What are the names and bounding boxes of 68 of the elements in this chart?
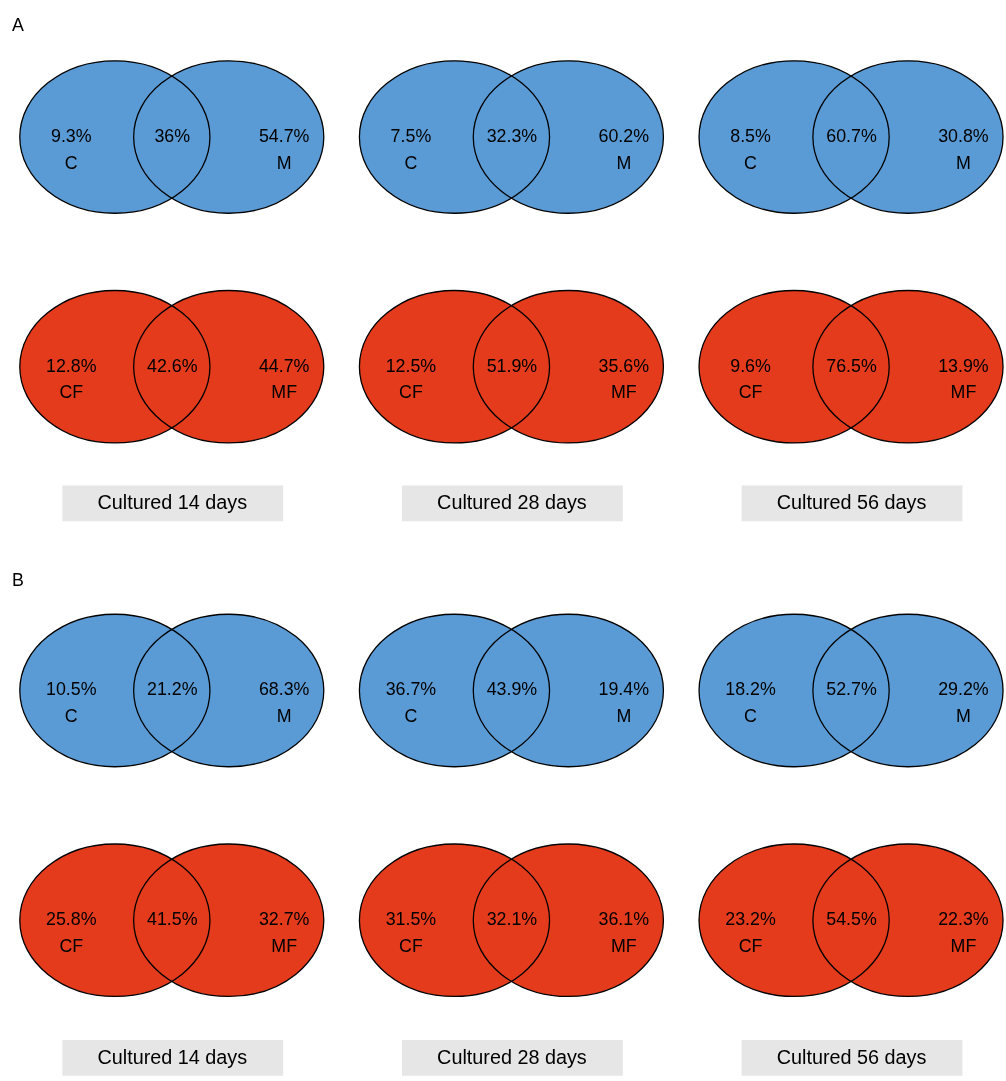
data-label: 44.7% <box>258 355 310 376</box>
data-label: 31.5% <box>385 909 437 930</box>
data-label: 10.5% <box>46 679 97 700</box>
data-label: 21.2% <box>147 679 198 700</box>
category-label: CF <box>59 935 84 956</box>
data-label: 7.5% <box>390 125 432 146</box>
category-label: CF <box>399 382 423 403</box>
category-label: C <box>744 152 758 173</box>
text: Cultured 28 days <box>437 491 587 514</box>
data-label: 43.9% <box>486 679 538 700</box>
data-label: 32.3% <box>486 125 538 146</box>
data-label: 18.2% <box>725 679 776 700</box>
data-label: 30.8% <box>938 125 989 146</box>
data-label: 36% <box>154 125 191 146</box>
data-label: 60.2% <box>598 125 650 146</box>
category-label: MF <box>950 382 977 403</box>
data-label: 41.5% <box>147 909 198 930</box>
category-label: C <box>64 152 78 173</box>
text: Cultured 56 days <box>776 1045 927 1068</box>
category-label: MF <box>610 382 637 403</box>
category-label: C <box>404 706 418 727</box>
category-label: M <box>616 706 632 727</box>
category-label: MF <box>950 935 977 956</box>
text: Cultured 14 days <box>97 491 248 514</box>
data-label: 12.8% <box>46 355 97 376</box>
data-label: 36.7% <box>385 679 437 700</box>
category-label: CF <box>59 382 84 403</box>
category-label: M <box>956 152 971 173</box>
data-label: 12.5% <box>385 355 437 376</box>
data-label: 29.2% <box>938 679 989 700</box>
data-label: 42.6% <box>147 355 198 376</box>
data-label: 9.6% <box>730 355 771 376</box>
data-label: 9.3% <box>50 125 92 146</box>
text: Cultured 14 days <box>97 1045 248 1068</box>
data-label: 32.7% <box>258 909 310 930</box>
data-label: 13.9% <box>938 355 989 376</box>
data-label: 54.7% <box>258 125 310 146</box>
category-label: MF <box>271 935 298 956</box>
category-label: CF <box>399 935 423 956</box>
data-label: 22.3% <box>938 909 989 930</box>
text: Cultured 56 days <box>776 491 927 514</box>
category-label: CF <box>738 382 763 403</box>
data-label: 32.1% <box>486 909 538 930</box>
category-label: C <box>404 152 418 173</box>
category-label: M <box>956 706 971 727</box>
text: Cultured 28 days <box>437 1045 587 1068</box>
category-label: C <box>64 706 78 727</box>
data-label: 60.7% <box>826 125 877 146</box>
category-label: CF <box>738 935 763 956</box>
data-label: 35.6% <box>598 355 650 376</box>
category-label: MF <box>610 935 637 956</box>
data-label: 25.8% <box>46 909 97 930</box>
data-label: 76.5% <box>826 355 877 376</box>
data-label: 68.3% <box>258 679 310 700</box>
data-label: 36.1% <box>598 909 650 930</box>
category-label: C <box>744 706 758 727</box>
data-label: 23.2% <box>725 909 776 930</box>
data-label: 8.5% <box>730 125 771 146</box>
data-label: 19.4% <box>598 679 650 700</box>
text: A <box>11 15 24 36</box>
text: B <box>11 569 24 590</box>
category-label: MF <box>271 382 298 403</box>
data-label: 52.7% <box>826 679 877 700</box>
category-label: M <box>616 152 632 173</box>
data-label: 51.9% <box>486 355 538 376</box>
category-label: M <box>276 152 292 173</box>
category-label: M <box>276 706 292 727</box>
data-label: 54.5% <box>826 909 877 930</box>
